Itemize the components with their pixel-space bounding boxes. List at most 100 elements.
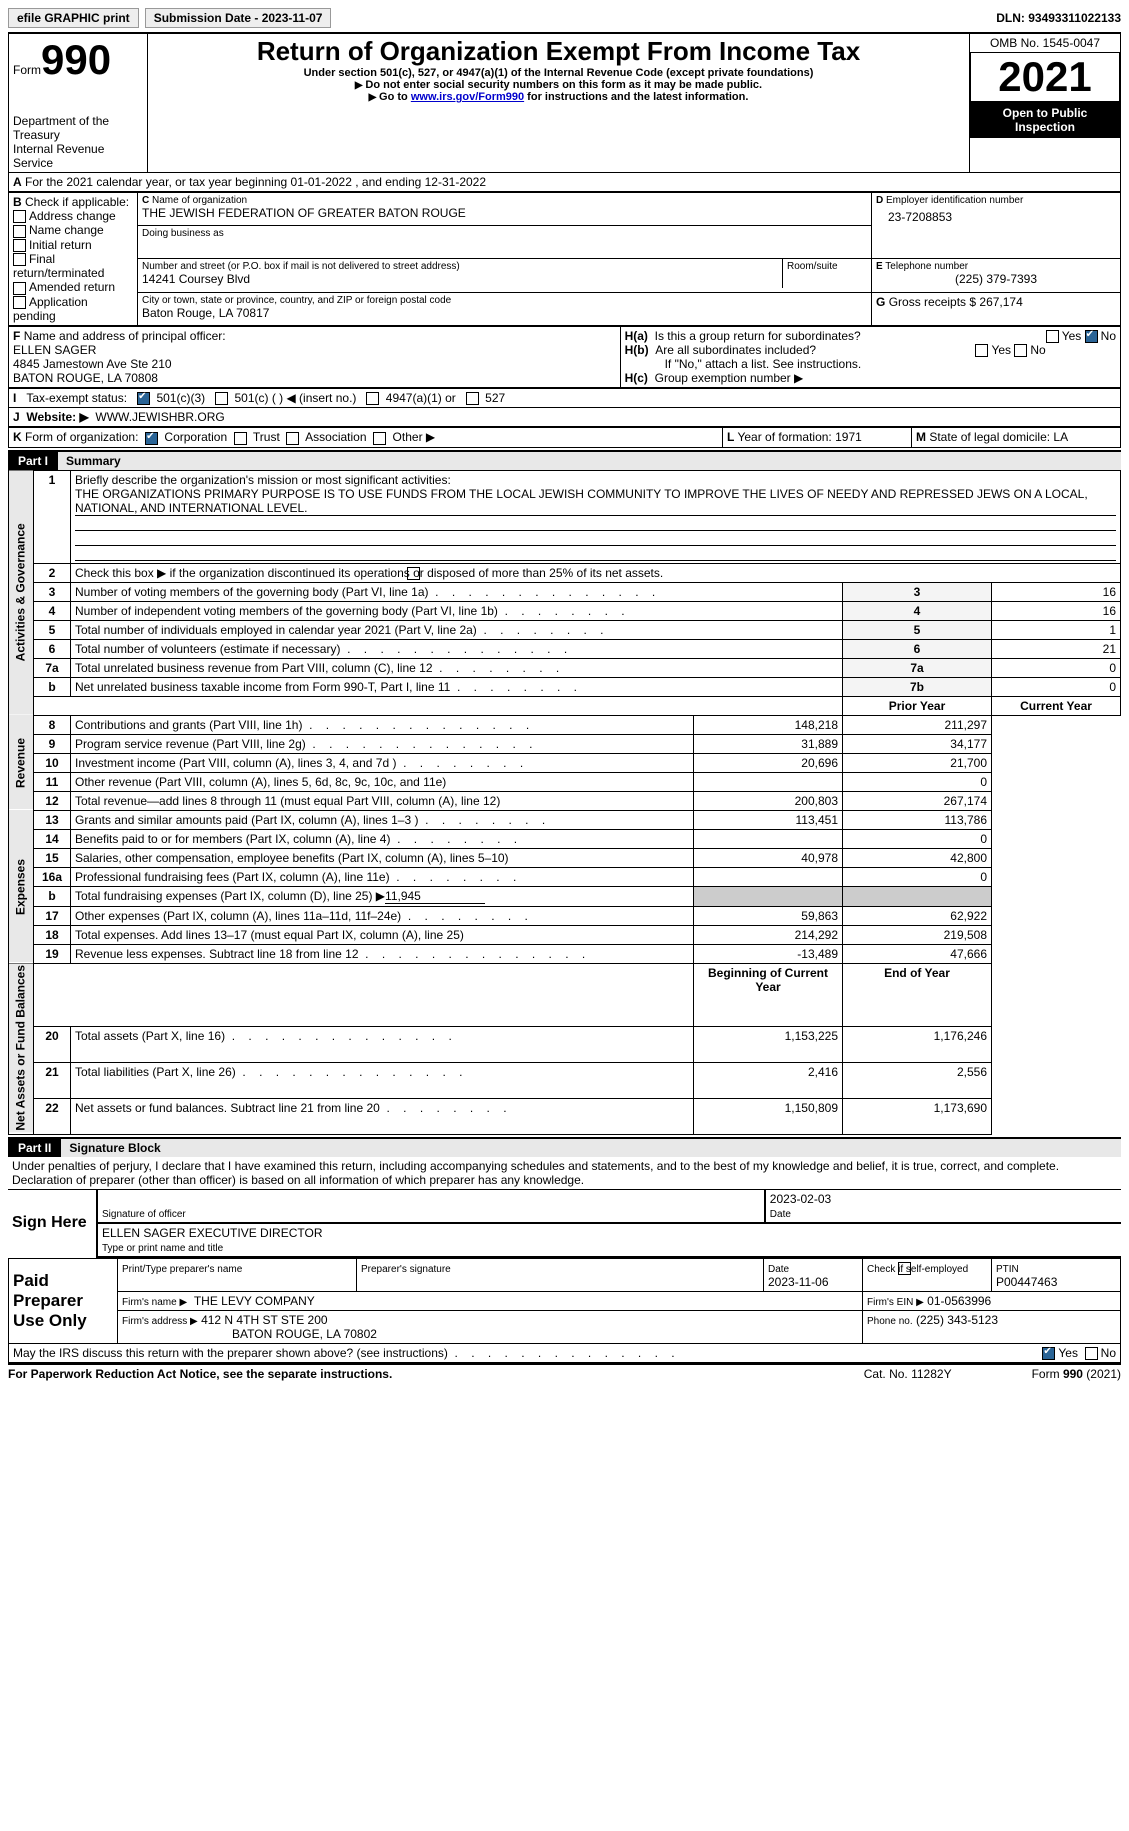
opt-final-return: Final return/terminated: [13, 252, 104, 280]
line-a: For the 2021 calendar year, or tax year …: [25, 175, 486, 189]
cb-hb-no[interactable]: [1014, 344, 1027, 357]
omb-label: OMB No. 1545-0047: [970, 34, 1120, 52]
cb-initial-return[interactable]: [13, 239, 26, 252]
cb-501c3[interactable]: [137, 392, 150, 405]
cb-app-pending[interactable]: [13, 296, 26, 309]
cb-discuss-yes[interactable]: [1042, 1347, 1055, 1360]
cb-ha-no[interactable]: [1085, 330, 1098, 343]
submission-date-button[interactable]: Submission Date - 2023-11-07: [145, 8, 332, 28]
form-org-block: K Form of organization: Corporation Trus…: [8, 427, 1121, 447]
i-lbl: Tax-exempt status:: [26, 391, 127, 405]
cb-discontinued[interactable]: [407, 567, 420, 580]
opt-assoc: Association: [305, 430, 366, 444]
ha-lbl: Is this a group return for subordinates?: [655, 329, 861, 343]
cb-hb-yes[interactable]: [975, 344, 988, 357]
p13: 113,451: [694, 810, 843, 829]
b-label: Check if applicable:: [25, 195, 129, 209]
name-title-lbl: Type or print name and title: [102, 1243, 223, 1254]
c19: 47,666: [843, 944, 992, 963]
p10: 20,696: [694, 753, 843, 772]
cb-name-change[interactable]: [13, 225, 26, 238]
firm-addr-lbl: Firm's address ▶: [122, 1316, 198, 1327]
firm-addr1: 412 N 4TH ST STE 200: [201, 1313, 328, 1327]
officer-addr2: BATON ROUGE, LA 70808: [13, 371, 616, 385]
domicile: LA: [1053, 430, 1068, 444]
col-curr: Current Year: [992, 696, 1121, 715]
v6: 21: [992, 639, 1121, 658]
opt-trust: Trust: [253, 430, 280, 444]
cb-trust[interactable]: [234, 432, 247, 445]
c14: 0: [843, 829, 992, 848]
opt-527: 527: [485, 391, 505, 405]
cb-amended[interactable]: [13, 282, 26, 295]
part2-label: Part II: [8, 1139, 61, 1157]
ptin-lbl: PTIN: [996, 1264, 1019, 1275]
form-label: Form: [13, 63, 41, 77]
l16a: Professional fundraising fees (Part IX, …: [75, 870, 516, 884]
c17: 62,922: [843, 906, 992, 925]
l13: Grants and similar amounts paid (Part IX…: [75, 813, 545, 827]
p18: 214,292: [694, 925, 843, 944]
cb-4947[interactable]: [366, 392, 379, 405]
l1-text: THE ORGANIZATIONS PRIMARY PURPOSE IS TO …: [75, 487, 1116, 516]
self-emp-lbl: Check if self-employed: [867, 1264, 968, 1275]
cb-ha-yes[interactable]: [1046, 330, 1059, 343]
officer-name-title: ELLEN SAGER EXECUTIVE DIRECTOR: [102, 1226, 323, 1240]
cb-final-return[interactable]: [13, 253, 26, 266]
firm-name-lbl: Firm's name ▶: [122, 1297, 187, 1308]
sign-here-label: Sign Here: [8, 1190, 97, 1257]
c21: 2,556: [843, 1062, 992, 1098]
street-addr: 14241 Coursey Blvd: [142, 272, 778, 286]
cb-527[interactable]: [466, 392, 479, 405]
l6: Total number of volunteers (estimate if …: [75, 642, 567, 656]
year-formed: 1971: [835, 430, 862, 444]
paid-preparer-label: Paid Preparer Use Only: [9, 1258, 118, 1343]
city-val: Baton Rouge, LA 70817: [142, 306, 867, 320]
part1-label: Part I: [8, 452, 58, 470]
v7a: 0: [992, 658, 1121, 677]
form-title: Return of Organization Exempt From Incom…: [152, 36, 965, 67]
c15: 42,800: [843, 848, 992, 867]
cb-assoc[interactable]: [286, 432, 299, 445]
p22: 1,150,809: [694, 1098, 843, 1134]
c13: 113,786: [843, 810, 992, 829]
hb-lbl: Are all subordinates included?: [655, 343, 816, 357]
footer-mid: Cat. No. 11282Y: [864, 1367, 952, 1381]
c9: 34,177: [843, 734, 992, 753]
g-lbl: Gross receipts $: [889, 295, 976, 309]
v7b: 0: [992, 677, 1121, 696]
paid-preparer-block: Paid Preparer Use Only Print/Type prepar…: [8, 1258, 1121, 1344]
gross-receipts: 267,174: [979, 295, 1022, 309]
header-table: Form990 Department of the Treasury Inter…: [8, 32, 1121, 173]
l17: Other expenses (Part IX, column (A), lin…: [75, 909, 528, 923]
p12: 200,803: [694, 791, 843, 810]
prep-name-lbl: Print/Type preparer's name: [122, 1264, 242, 1275]
phone: (225) 379-7393: [876, 272, 1116, 286]
efile-button[interactable]: efile GRAPHIC print: [8, 8, 139, 28]
col-beg: Beginning of Current Year: [694, 963, 843, 1026]
dept-label: Department of the Treasury Internal Reve…: [13, 114, 143, 170]
l20: Total assets (Part X, line 16): [75, 1029, 452, 1043]
org-name: THE JEWISH FEDERATION OF GREATER BATON R…: [142, 206, 867, 220]
opt-501c: 501(c) ( ) ◀ (insert no.): [234, 391, 356, 405]
d-lbl: Employer identification number: [886, 195, 1023, 206]
vlabel-netassets: Net Assets or Fund Balances: [13, 966, 27, 1132]
cb-address-change[interactable]: [13, 210, 26, 223]
cb-other[interactable]: [373, 432, 386, 445]
cb-discuss-no[interactable]: [1085, 1347, 1098, 1360]
l1-intro: Briefly describe the organization's miss…: [75, 473, 1116, 487]
l5: Total number of individuals employed in …: [75, 623, 604, 637]
ein: 23-7208853: [876, 206, 1116, 224]
vlabel-expenses: Expenses: [13, 859, 27, 915]
cb-corp[interactable]: [145, 432, 158, 445]
part1-title: Summary: [58, 452, 1121, 470]
discuss-lbl: May the IRS discuss this return with the…: [13, 1346, 675, 1360]
cb-self-employed[interactable]: [898, 1262, 911, 1275]
p17: 59,863: [694, 906, 843, 925]
phone-lbl: Phone no.: [867, 1316, 913, 1327]
irs-link[interactable]: www.irs.gov/Form990: [411, 91, 524, 103]
addr-lbl: Number and street (or P.O. box if mail i…: [142, 261, 778, 272]
l19: Revenue less expenses. Subtract line 18 …: [75, 947, 585, 961]
cb-501c[interactable]: [215, 392, 228, 405]
opt-amended: Amended return: [29, 280, 115, 294]
